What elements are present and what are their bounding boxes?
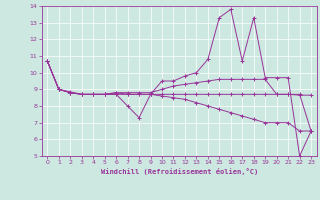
X-axis label: Windchill (Refroidissement éolien,°C): Windchill (Refroidissement éolien,°C) bbox=[100, 168, 258, 175]
